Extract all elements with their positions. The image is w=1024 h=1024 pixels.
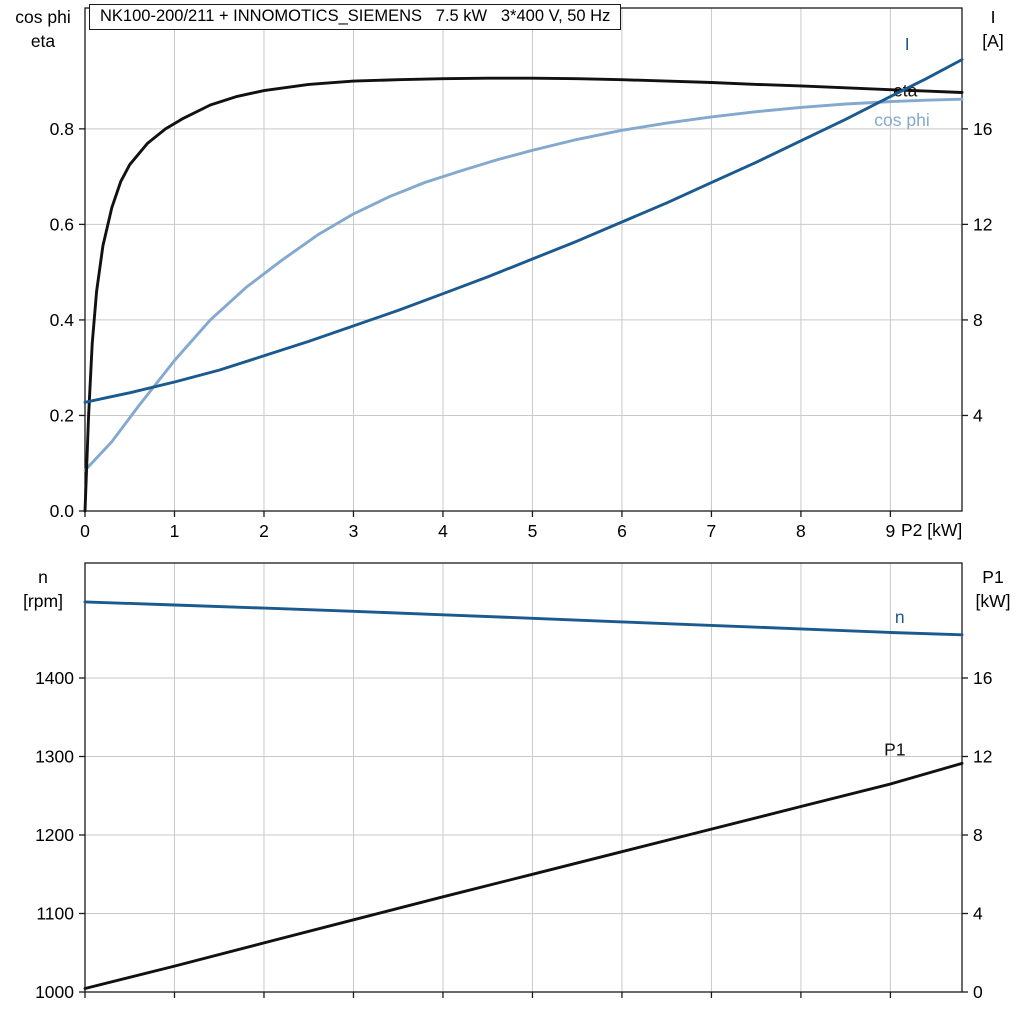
right-tick-label: 12 [973, 747, 992, 767]
n-curve-label: n [895, 607, 905, 627]
x-tick-label: 1 [170, 521, 180, 541]
right-tick-label: 16 [973, 119, 992, 139]
bottom-left-axis-header: n [rpm] [2, 565, 84, 613]
x-tick-label: 8 [796, 521, 806, 541]
x-tick-label: 9 [886, 521, 896, 541]
cos-phi-curve [83, 97, 964, 472]
x-tick-label: 0 [80, 521, 90, 541]
left-tick-label: 0.2 [50, 405, 74, 425]
top-left-axis-header: cos phi eta [2, 5, 84, 53]
cos-phi-curve-label: cos phi [874, 110, 929, 130]
x-tick-label: 3 [349, 521, 359, 541]
left-tick-label: 1400 [35, 668, 74, 688]
left-tick-label: 1200 [35, 825, 74, 845]
x-tick-label: 4 [438, 521, 448, 541]
bottom-right-axis-header-line1: P1 [982, 567, 1004, 587]
x-tick-label: 7 [707, 521, 717, 541]
top-right-axis-header: I [A] [964, 5, 1022, 53]
bottom-right-axis-header-line2: [kW] [975, 591, 1011, 611]
bottom-left-axis-header-line2: [rpm] [23, 591, 63, 611]
right-tick-label: 8 [973, 310, 983, 330]
top-left-axis-header-line2: eta [30, 31, 56, 51]
left-tick-label: 1100 [36, 904, 74, 924]
left-tick-label: 0.6 [50, 214, 74, 234]
right-tick-label: 0 [973, 982, 983, 1002]
bottom-left-axis-header-line1: n [38, 567, 48, 587]
top-right-axis-header-line2: [A] [982, 31, 1004, 51]
x-axis-label: P2 [kW] [901, 520, 963, 540]
x-tick-label: 5 [528, 521, 538, 541]
right-tick-label: 12 [973, 214, 992, 234]
left-tick-label: 0.8 [50, 119, 74, 139]
left-tick-label: 1300 [35, 747, 74, 767]
left-tick-label: 0.4 [50, 310, 75, 330]
right-tick-label: 8 [973, 825, 983, 845]
left-tick-label: 1000 [35, 982, 74, 1002]
P1-curve-label: P1 [884, 740, 905, 760]
right-tick-label: 4 [973, 405, 983, 425]
chart-title: NK100-200/211 + INNOMOTICS_SIEMENS 7.5 k… [89, 4, 622, 30]
right-tick-label: 4 [973, 904, 983, 924]
x-tick-label: 2 [259, 521, 269, 541]
plot-border [84, 7, 963, 512]
right-tick-label: 16 [973, 668, 992, 688]
P1-curve [83, 761, 964, 990]
eta-curve [83, 76, 964, 513]
I-curve [83, 58, 964, 404]
n-curve [83, 600, 964, 637]
left-tick-label: 0.0 [50, 501, 75, 521]
top-left-axis-header-line1: cos phi [15, 7, 71, 27]
x-tick-label: 6 [617, 521, 627, 541]
plot-border [84, 562, 963, 993]
bottom-right-axis-header: P1 [kW] [964, 565, 1022, 613]
I-curve-label: I [905, 34, 910, 54]
top-right-axis-header-line1: I [990, 7, 996, 27]
